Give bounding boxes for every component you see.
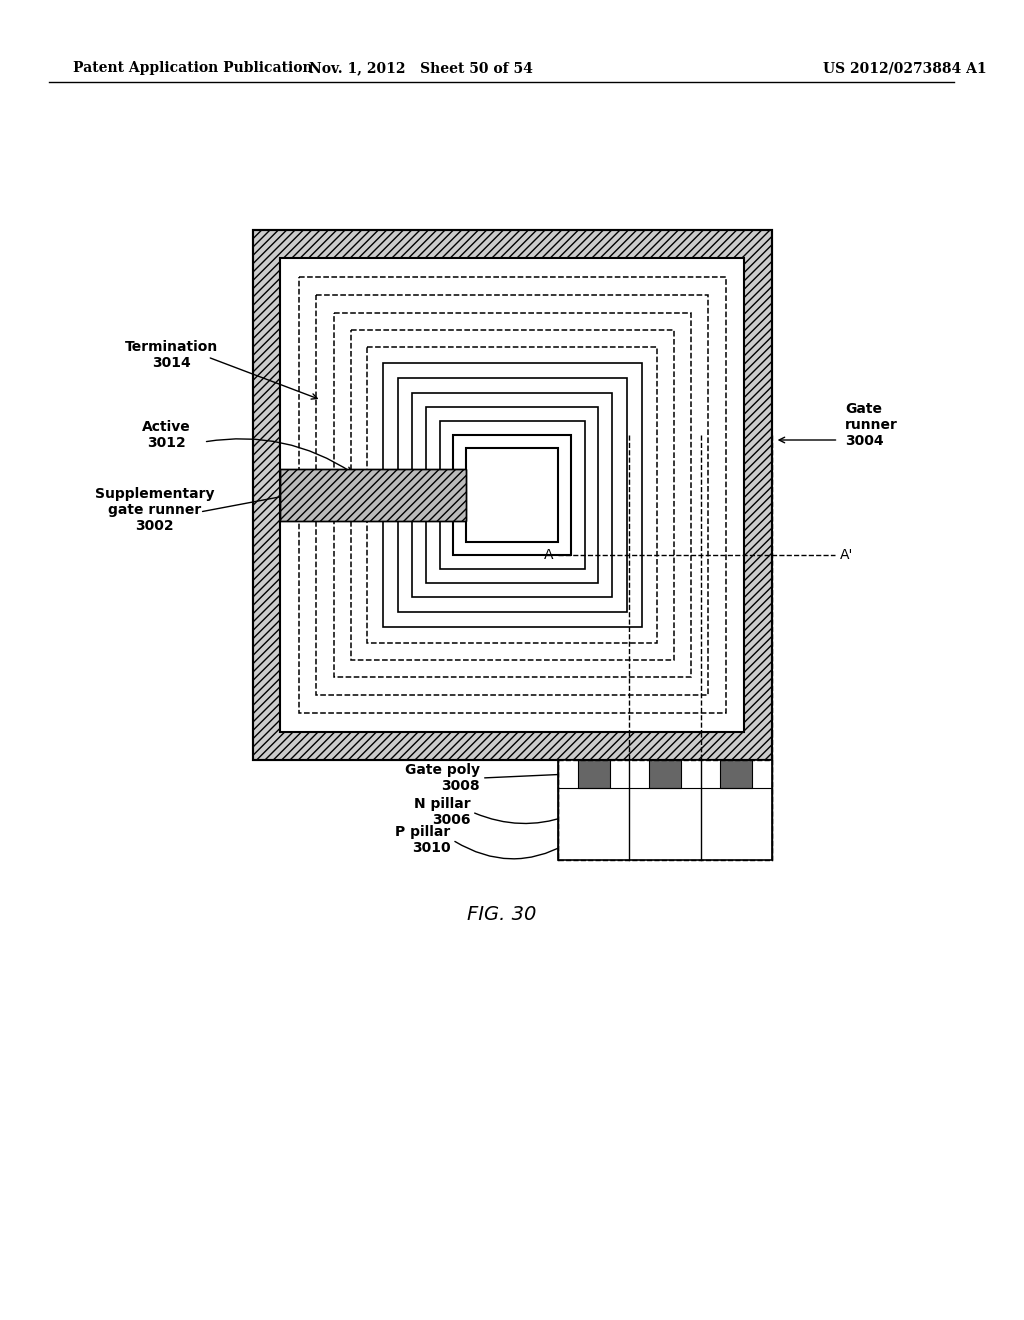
Bar [558,760,772,861]
Text: Gate
runner
3004: Gate runner 3004 [845,401,898,449]
Bar [558,760,772,861]
Bar [720,760,753,788]
Bar [253,230,772,760]
Bar [397,378,627,612]
Bar [439,421,585,569]
Bar [383,363,642,627]
Bar [281,469,466,521]
Text: A': A' [841,548,854,562]
Text: P pillar
3010: P pillar 3010 [395,825,451,855]
Text: Active
3012: Active 3012 [142,420,190,450]
Bar [466,447,558,543]
Bar [649,760,681,788]
Text: Supplementary
gate runner
3002: Supplementary gate runner 3002 [95,487,214,533]
Text: FIG. 30: FIG. 30 [467,906,537,924]
Text: US 2012/0273884 A1: US 2012/0273884 A1 [822,61,986,75]
Bar [368,347,657,643]
Bar [334,313,690,677]
Text: A: A [544,548,553,562]
Bar [413,393,612,597]
Bar [316,294,709,696]
Bar [281,257,744,733]
Bar [281,469,466,521]
Bar [299,277,726,713]
Text: Patent Application Publication: Patent Application Publication [74,61,313,75]
Text: Termination
3014: Termination 3014 [125,339,218,370]
Bar [350,330,674,660]
Bar [253,230,772,760]
Text: Nov. 1, 2012   Sheet 50 of 54: Nov. 1, 2012 Sheet 50 of 54 [309,61,534,75]
Text: Gate poly
3008: Gate poly 3008 [404,763,480,793]
Bar [426,407,598,583]
Bar [454,436,571,554]
Bar [578,760,610,788]
Text: N pillar
3006: N pillar 3006 [414,797,470,828]
